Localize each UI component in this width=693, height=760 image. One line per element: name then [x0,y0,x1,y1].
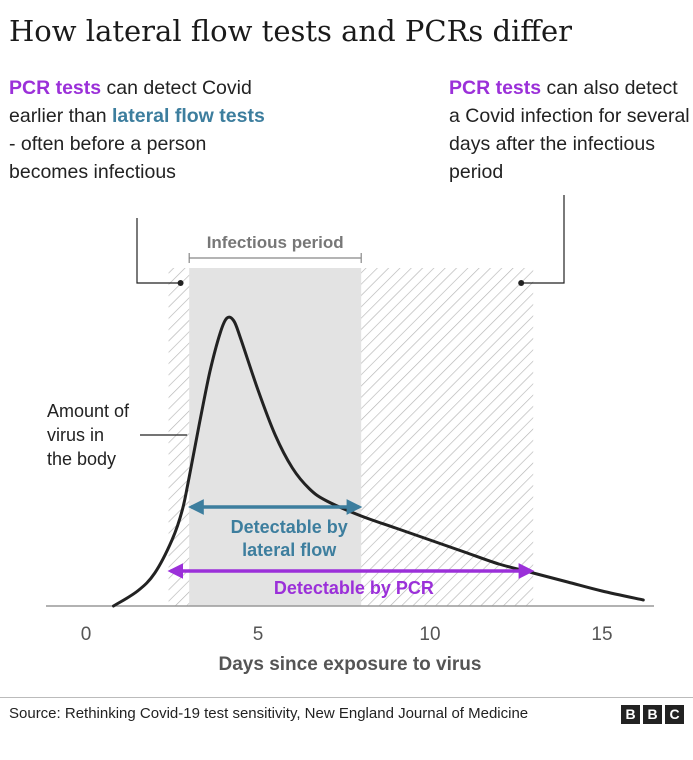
x-tick-label: 15 [591,624,612,645]
curve-label-line-1: Amount of [47,401,130,421]
annotation-right-text: can also detect a Covid infection for se… [449,77,690,183]
x-tick-label: 0 [81,624,92,645]
curve-label-line-2: virus in [47,425,104,445]
curve-label-line-3: the body [47,449,116,469]
lateral-flow-tests-label: lateral flow tests [111,105,265,127]
bbc-logo-block: B [621,705,640,724]
annotation-left-text-1: can detect Covid earlier than [9,77,252,127]
annotation-right: PCR tests can also detect a Covid infect… [449,74,693,186]
pcr-tests-label: PCR tests [9,77,102,99]
x-axis-label: Days since exposure to virus [219,654,482,675]
infectious-period-label: Infectious period [207,233,344,252]
callout-line-left [136,218,181,284]
bbc-logo-block: C [665,705,684,724]
bbc-logo-block: B [643,705,662,724]
footer-divider [0,697,693,698]
lateral-flow-range-label-1: Detectable by [231,517,348,537]
virus-amount-curve [112,315,645,608]
pcr-range-label: Detectable by PCR [274,578,434,598]
callout-dot-right [518,280,525,286]
chart-svg: Infectious period 0 5 10 15 Days since expo… [46,195,654,675]
pcr-tests-label-right: PCR tests [449,77,542,99]
callout-line-right [521,195,565,284]
chart-title: How lateral flow tests and PCRs differ [9,14,572,48]
callout-dot-left [177,280,184,286]
annotation-left-text-2: - often before a person becomes infectio… [9,133,207,183]
x-tick-label: 5 [253,624,264,645]
lateral-flow-range-label-2: lateral flow [242,540,337,560]
x-tick-label: 10 [419,624,440,645]
x-axis-ticks: 0 5 10 15 [81,624,613,645]
source-note: Source: Rethinking Covid-19 test sensiti… [9,705,529,722]
annotation-left: PCR tests can detect Covid earlier than … [9,74,269,186]
